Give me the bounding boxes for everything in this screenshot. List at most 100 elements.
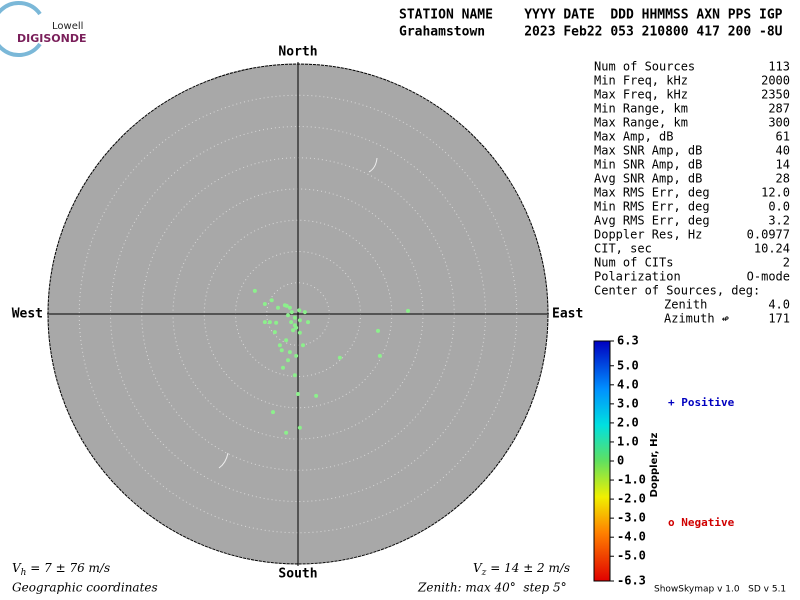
source-point [281, 365, 285, 370]
stat-value: 61 [776, 130, 790, 144]
source-point [276, 305, 280, 310]
source-point [294, 353, 299, 358]
stat-value: 0.0 [768, 200, 790, 214]
stat-label: Doppler Res, Hz [594, 228, 702, 242]
source-point [287, 350, 292, 355]
colorbar-ticks: 6.3 5.0 4.0 3.0 2.0 1.0 0 -1.0 -2.0 -3.0 -4.0 -5.0 -… [610, 334, 646, 588]
source-point [287, 305, 292, 310]
stat-value: 3.2 [768, 214, 790, 228]
colorbar-tick-label: 5.0 [617, 358, 639, 372]
stat-value: 10.24 [754, 242, 790, 256]
source-point [377, 353, 382, 358]
stat-value: O-mode [747, 270, 790, 284]
source-point [277, 343, 282, 348]
source-point [289, 310, 294, 315]
colorbar-tick-label: -4.0 [617, 530, 646, 544]
stat-label: Max Freq, kHz [594, 88, 688, 102]
stat-label: Min SNR Amp, dB [594, 158, 702, 172]
zenith-note: Zenith: max 40° step 5° [417, 581, 567, 595]
stat-value: 2350 [761, 88, 790, 102]
stat-label: Max Amp, dB [594, 130, 673, 144]
colorbar-tick-label: -2.0 [617, 492, 646, 506]
source-point [271, 410, 275, 415]
center-value: 171 [768, 312, 790, 326]
stat-label: Min Range, km [594, 102, 688, 116]
colorbar-tick-label: -1.0 [617, 473, 646, 487]
source-point [262, 302, 267, 306]
stat-label: CIT, sec [594, 242, 652, 256]
legend-negative: o Negative [668, 516, 735, 529]
stat-value: 2 [783, 256, 790, 270]
colorbar-tick-label: 6.3 [617, 334, 639, 348]
logo-bottom: DIGISONDE [17, 32, 86, 45]
center-label: Zenith [664, 298, 707, 312]
source-point [289, 320, 294, 325]
stat-value: 28 [776, 172, 790, 186]
stat-label: Max RMS Err, deg [594, 186, 710, 200]
stat-value: 12.0 [761, 186, 790, 200]
stat-label: Max SNR Amp, dB [594, 144, 702, 158]
direction-label: West [12, 307, 43, 322]
colorbar-tick-label: 1.0 [617, 434, 639, 448]
direction-label: South [278, 567, 317, 582]
colorbar-tick-label: 4.0 [617, 377, 639, 391]
velocity-z: Vz = 14 ± 2 m/s [473, 561, 570, 578]
header-line: Grahamstown 2023 Feb22 053 210800 417 20… [399, 25, 783, 40]
source-point [294, 325, 299, 330]
stat-value: 0.0977 [747, 228, 790, 242]
coords-note: Geographic coordinates [12, 581, 158, 595]
stats-table: Num of Sources 113 Min Freq, kHz 2000 Max Fr… [594, 60, 790, 284]
source-point [292, 373, 297, 378]
source-point [337, 355, 342, 360]
source-point [284, 338, 289, 343]
source-point [292, 315, 297, 320]
stat-label: Avg SNR Amp, dB [594, 172, 702, 186]
source-point [406, 308, 410, 313]
source-point [296, 392, 300, 396]
source-point [286, 358, 290, 363]
source-point [291, 328, 295, 333]
velocity-h: Vh = 7 ± 76 m/s [12, 561, 110, 578]
center-label: Azimuth ↫ [664, 312, 729, 326]
stat-value: 40 [776, 144, 790, 158]
legend-positive: + Positive [668, 396, 735, 409]
source-point [272, 330, 277, 335]
source-point [286, 313, 290, 318]
header-line: STATION NAME YYYY DATE DDD HHMMSS AXN PP… [399, 8, 783, 23]
direction-label: East [552, 307, 583, 322]
stat-value: 287 [768, 102, 790, 116]
stat-value: 2000 [761, 74, 790, 88]
stat-label: Min RMS Err, deg [594, 200, 710, 214]
source-point [297, 308, 302, 313]
source-point [297, 425, 302, 430]
polar-plot: North South West East [12, 45, 584, 582]
logo-top: Lowell [52, 21, 83, 32]
version: ShowSkymap v 1.0 SD v 5.1 [654, 585, 786, 595]
colorbar-tick-label: -5.0 [617, 549, 646, 563]
source-point [284, 430, 289, 435]
stat-value: 300 [768, 116, 790, 130]
colorbar-tick-label: -3.0 [617, 511, 646, 525]
logo-arc [0, 1, 42, 57]
source-point [267, 320, 272, 325]
stat-label: Num of CITs [594, 256, 673, 270]
source-point [252, 288, 257, 293]
trace-arc [218, 452, 229, 469]
source-point [284, 303, 289, 308]
colorbar-label: Doppler, Hz [649, 433, 660, 498]
stat-value: 113 [768, 60, 790, 74]
stat-label: Min Freq, kHz [594, 74, 688, 88]
trace-arc [368, 157, 378, 173]
stat-label: Num of Sources [594, 60, 695, 74]
stat-value: 14 [776, 158, 790, 172]
source-point [301, 343, 305, 348]
source-point [262, 320, 267, 325]
colorbar-tick-label: 2.0 [617, 415, 639, 429]
source-point [302, 310, 307, 315]
source-point [376, 328, 380, 333]
source-point [279, 348, 284, 353]
source-point [274, 320, 279, 325]
source-point [297, 318, 302, 323]
stat-label: Avg RMS Err, deg [594, 214, 710, 228]
